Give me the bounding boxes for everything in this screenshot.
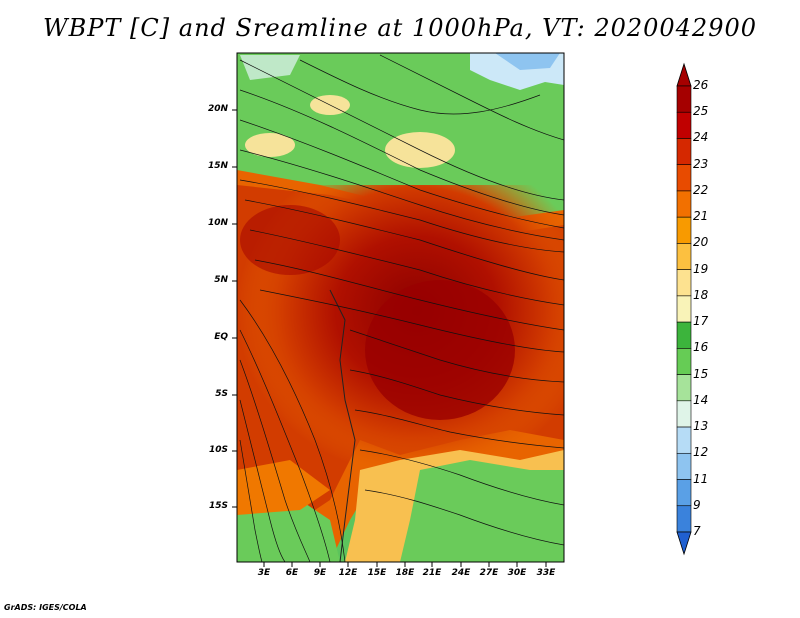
lon-label: 3E [257,568,271,578]
colorbar-label: 13 [693,419,709,434]
colorbar-label: 9 [693,497,701,512]
colorbar-label: 14 [693,392,709,407]
plot-title: WBPT [C] and Sreamline at 1000hPa, VT: 2… [42,14,758,42]
colorbar-swatch [676,111,692,139]
lat-label: 15N [207,161,228,171]
colorbar-swatch [676,190,692,218]
colorbar-swatch [676,426,692,454]
coastline [329,289,356,562]
lat-label: 15S [208,501,228,511]
grads-credit: GrADS: IGES/COLA [4,603,87,612]
colorbar-label: 25 [693,104,709,119]
lon-label: 21E [422,568,442,578]
lat-label: 5N [214,275,228,285]
lon-label: 27E [479,568,499,578]
colorbar-label: 20 [693,235,709,250]
colorbar-top-arrow [676,62,692,87]
lon-label: 12E [338,568,358,578]
colorbar-swatch [676,348,692,375]
colorbar-swatch [676,400,692,428]
lat-label: 10S [208,445,228,455]
hot-core [240,205,340,275]
streamlines [239,54,564,562]
colorbar-swatch [676,452,692,480]
lat-label: 20N [207,104,228,114]
lon-label: 6E [285,568,299,578]
south-green [237,500,340,562]
lon-ticks [263,562,547,567]
colorbar-swatch [676,85,692,113]
lat-label: 10N [207,218,228,228]
colorbar [676,62,692,556]
colorbar-label: 22 [693,182,709,197]
lat-label: 5S [215,389,228,399]
colorbar-label: 15 [693,366,709,381]
lat-label: EQ [214,332,228,342]
map-frame [236,52,565,563]
colorbar-label: 21 [693,209,709,224]
lon-label: 9E [313,568,327,578]
lon-label: 24E [451,568,471,578]
hot-core [365,280,515,420]
colorbar-swatch [676,216,692,244]
yellow-patch [245,133,295,157]
colorbar-label: 26 [693,78,709,92]
colorbar-label: 17 [693,314,709,329]
colorbar-swatch [676,269,692,297]
colorbar-bottom-arrow [676,531,692,556]
lon-label: 18E [395,568,415,578]
lon-label: 33E [536,568,556,578]
lat-ticks [232,109,237,508]
colorbar-label: 19 [693,261,709,276]
colorbar-swatch [676,505,692,533]
colorbar-label: 24 [693,130,709,145]
colorbar-swatch [676,138,692,166]
sea-region [495,53,560,70]
pale-patch [240,55,300,80]
south-green [400,460,564,562]
colorbar-label: 18 [693,287,709,302]
map-panel [237,53,564,562]
warm-region [237,460,330,515]
colorbar-swatch [676,243,692,270]
colorbar-swatch [676,374,692,402]
colorbar-label: 12 [693,445,709,460]
colorbar-label: 11 [693,471,709,486]
colorbar-label: 23 [693,156,709,171]
colorbar-label: 16 [693,340,709,355]
colorbar-swatch [676,295,692,323]
colorbar-swatch [676,479,692,507]
lon-label: 30E [507,568,527,578]
colorbar-swatch [676,321,692,349]
colorbar-label: 7 [693,524,701,538]
lon-label: 15E [367,568,387,578]
colorbar-swatch [676,164,692,192]
